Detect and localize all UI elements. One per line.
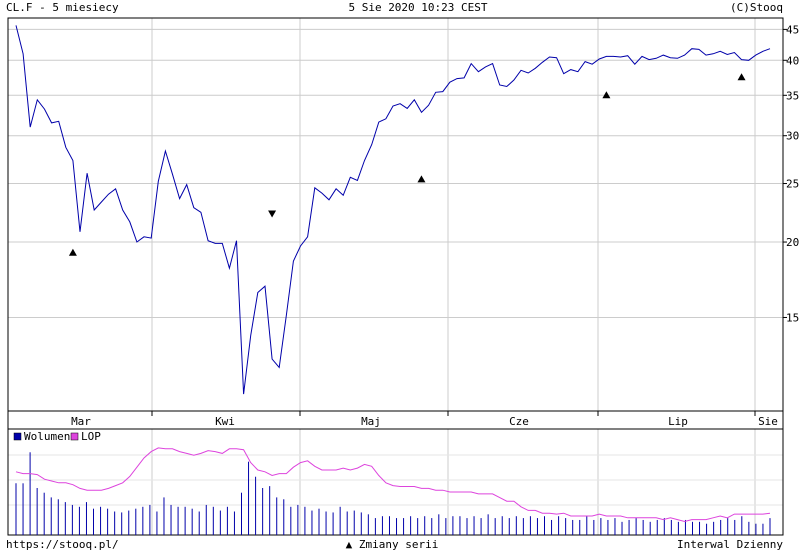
footer-url[interactable]: https://stooq.pl/ xyxy=(6,538,119,550)
legend-lop-swatch xyxy=(70,432,79,441)
month-label: Kwi xyxy=(215,415,235,428)
month-axis-band xyxy=(7,410,784,430)
price-y-tick-label: 35 xyxy=(786,89,799,102)
month-label: Sie xyxy=(758,415,778,428)
footer-interval: Interwal Dzienny xyxy=(677,538,783,550)
price-y-tick-label: 15 xyxy=(786,311,799,324)
price-y-tick-label: 40 xyxy=(786,54,799,67)
marker-up-icon xyxy=(417,175,426,183)
lop-line xyxy=(15,447,771,523)
price-y-tick-label: 30 xyxy=(786,130,799,143)
series-change-markers xyxy=(68,73,746,256)
price-frame xyxy=(7,17,784,412)
price-y-tick-label: 25 xyxy=(786,178,799,191)
marker-down-icon xyxy=(268,210,277,218)
legend-volume-label: Wolumen xyxy=(24,430,70,443)
volume-frame xyxy=(7,428,784,536)
marker-up-icon xyxy=(602,91,611,99)
chart-timestamp: 5 Sie 2020 10:23 CEST xyxy=(348,1,487,14)
chart-title: CL.F - 5 miesiecy xyxy=(6,1,119,14)
price-grid xyxy=(8,18,783,411)
marker-up-icon xyxy=(68,248,77,256)
month-label: Lip xyxy=(668,415,688,428)
volume-bars xyxy=(15,452,771,535)
month-label: Mar xyxy=(71,415,91,428)
legend-lop-label: LOP xyxy=(81,430,101,443)
price-y-tick-label: 45 xyxy=(786,23,799,36)
month-label: Maj xyxy=(361,415,381,428)
lop-series xyxy=(15,447,771,523)
volume-grid xyxy=(8,429,783,535)
copyright-label: (C)Stooq xyxy=(730,1,783,14)
price-line xyxy=(15,25,771,395)
month-axis: Mar Kwi Maj Cze Lip Sie xyxy=(71,411,778,428)
marker-up-icon xyxy=(737,73,746,81)
legend-volume-swatch xyxy=(13,432,22,441)
month-label: Cze xyxy=(509,415,529,428)
price-y-tick-label: 20 xyxy=(786,236,799,249)
price-series xyxy=(15,25,771,395)
price-y-axis: 15 20 25 30 35 40 45 xyxy=(783,23,799,324)
footer-series-changes: ▲ Zmiany serii xyxy=(346,538,439,550)
